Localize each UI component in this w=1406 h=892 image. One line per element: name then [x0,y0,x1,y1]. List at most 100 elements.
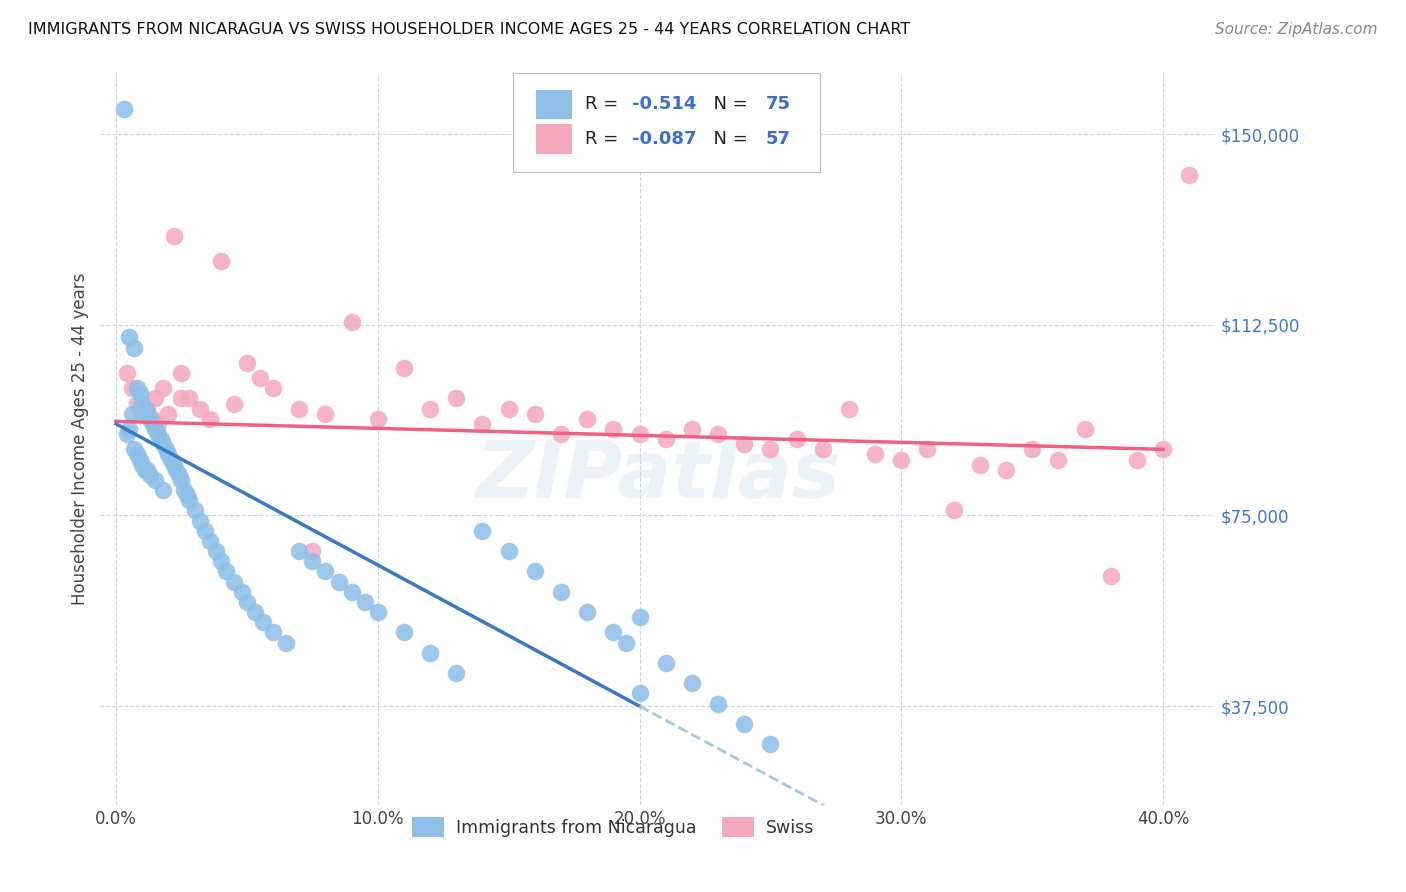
Point [170,366,193,380]
Point [301,544,323,558]
Point [969,458,991,472]
Point [523,565,546,579]
Point [550,584,572,599]
Point [328,574,350,589]
Point [124,341,146,355]
Text: 75: 75 [766,95,792,113]
Point [139,412,162,426]
Point [194,524,217,538]
Point [759,737,782,751]
Point [170,473,193,487]
Point [125,381,148,395]
FancyBboxPatch shape [536,90,572,120]
Point [142,417,165,431]
Point [160,452,183,467]
Point [471,524,494,538]
Point [176,488,198,502]
FancyBboxPatch shape [536,124,572,153]
Point [167,467,190,482]
Point [179,392,201,406]
Point [1021,442,1043,457]
Point [149,432,172,446]
Point [446,666,468,681]
Point [419,401,441,416]
Point [1178,168,1201,182]
Point [136,463,159,477]
Point [162,228,184,243]
Point [200,412,222,426]
Point [863,447,886,461]
Point [576,605,599,619]
Point [118,422,141,436]
Point [236,595,259,609]
Text: -0.087: -0.087 [633,130,697,148]
Text: R =: R = [585,130,624,148]
Point [121,407,143,421]
Point [471,417,494,431]
Point [1152,442,1174,457]
Point [917,442,939,457]
Point [733,717,755,731]
Point [243,605,266,619]
Point [139,467,162,482]
Point [236,356,259,370]
Point [314,407,336,421]
Point [628,686,651,700]
Point [118,330,141,344]
Point [112,102,135,116]
Point [143,473,166,487]
Point [134,463,156,477]
Point [170,392,193,406]
Point [231,584,253,599]
Point [654,432,676,446]
Point [215,565,238,579]
Point [392,625,415,640]
Point [152,381,174,395]
Point [301,554,323,568]
Point [136,401,159,416]
Point [314,565,336,579]
Point [707,427,730,442]
Point [654,656,676,670]
Point [134,401,156,416]
Point [759,442,782,457]
Point [681,676,703,690]
Point [249,371,271,385]
Point [200,533,222,548]
Point [173,483,195,497]
Point [131,407,153,421]
Point [523,407,546,421]
Point [288,401,311,416]
Point [1126,452,1149,467]
Point [288,544,311,558]
Point [162,458,184,472]
Point [128,386,150,401]
Point [628,610,651,624]
Point [131,458,153,472]
Point [340,584,363,599]
Point [890,452,912,467]
Point [128,452,150,467]
Point [838,401,860,416]
Point [786,432,808,446]
Point [222,396,245,410]
Point [131,396,153,410]
Point [1047,452,1070,467]
Point [188,514,211,528]
Point [155,442,177,457]
Point [157,407,180,421]
Point [498,401,520,416]
Point [136,407,159,421]
Point [143,392,166,406]
Point [811,442,834,457]
Point [262,381,284,395]
Point [188,401,211,416]
Point [152,483,174,497]
Point [1073,422,1095,436]
Text: -0.514: -0.514 [633,95,696,113]
Point [124,442,146,457]
Y-axis label: Householder Income Ages 25 - 44 years: Householder Income Ages 25 - 44 years [72,273,89,606]
Point [733,437,755,451]
Point [157,447,180,461]
Point [146,417,169,431]
